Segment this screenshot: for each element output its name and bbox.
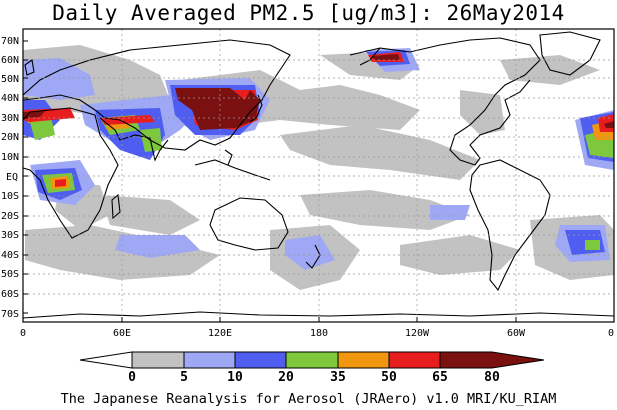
- lat-label: 30S: [1, 230, 19, 241]
- pm25-contours: [23, 45, 614, 290]
- lat-label: 20S: [1, 211, 19, 222]
- colorbar-segment: [337, 351, 390, 369]
- axis-ticks: [23, 40, 517, 322]
- graticule: [23, 29, 614, 322]
- colorbar-label: 0: [128, 370, 136, 385]
- lon-label: 0: [608, 328, 614, 339]
- colorbar-segment: [234, 351, 287, 369]
- colorbar-label: 10: [227, 370, 243, 385]
- footer-credit: The Japanese Reanalysis for Aerosol (JRA…: [60, 391, 557, 407]
- colorbar-upper-segment: [439, 351, 545, 369]
- lat-label: 50S: [1, 269, 19, 280]
- lon-label: 60W: [507, 328, 526, 339]
- lat-label: EQ: [6, 172, 18, 183]
- colorbar-segment: [388, 351, 441, 369]
- lon-label: 60E: [113, 328, 131, 339]
- colorbar-label: 80: [484, 370, 500, 385]
- colorbar-segment: [131, 351, 185, 369]
- lat-label: 10N: [1, 152, 19, 163]
- lon-label: 0: [20, 328, 26, 339]
- lat-label: 60N: [1, 55, 19, 66]
- lat-label: 20N: [1, 132, 19, 143]
- colorbar-label: 20: [278, 370, 294, 385]
- colorbar-lower-triangle: [79, 351, 133, 369]
- longitude-labels: 0 60E 120E 180 120W 60W 0: [20, 328, 614, 339]
- pm25-band-80-plus: [23, 54, 614, 130]
- lat-label: 70S: [1, 309, 19, 320]
- map-title: Daily Averaged PM2.5 [ug/m3]: 26May2014: [52, 1, 565, 25]
- colorbar-segment: [285, 351, 339, 369]
- lat-label: 30N: [1, 113, 19, 124]
- lon-label: 180: [310, 328, 328, 339]
- colorbar-label: 35: [330, 370, 346, 385]
- lat-label: 10S: [1, 191, 19, 202]
- lat-label: 60S: [1, 289, 19, 300]
- lat-label: 40S: [1, 250, 19, 261]
- lon-label: 120E: [208, 328, 232, 339]
- colorbar-label: 65: [432, 370, 448, 385]
- colorbar: 0 5 10 20 35 50 65 80: [79, 351, 545, 385]
- lon-label: 120W: [405, 328, 430, 339]
- colorbar-segment: [183, 351, 236, 369]
- lat-label: 40N: [1, 93, 19, 104]
- colorbar-label: 5: [180, 370, 188, 385]
- colorbar-label: 50: [381, 370, 397, 385]
- latitude-labels: 70N 60N 50N 40N 30N 20N 10N EQ 10S 20S 3…: [1, 36, 19, 320]
- lat-label: 70N: [1, 36, 19, 47]
- lat-label: 50N: [1, 74, 19, 85]
- coastlines: [22, 31, 615, 319]
